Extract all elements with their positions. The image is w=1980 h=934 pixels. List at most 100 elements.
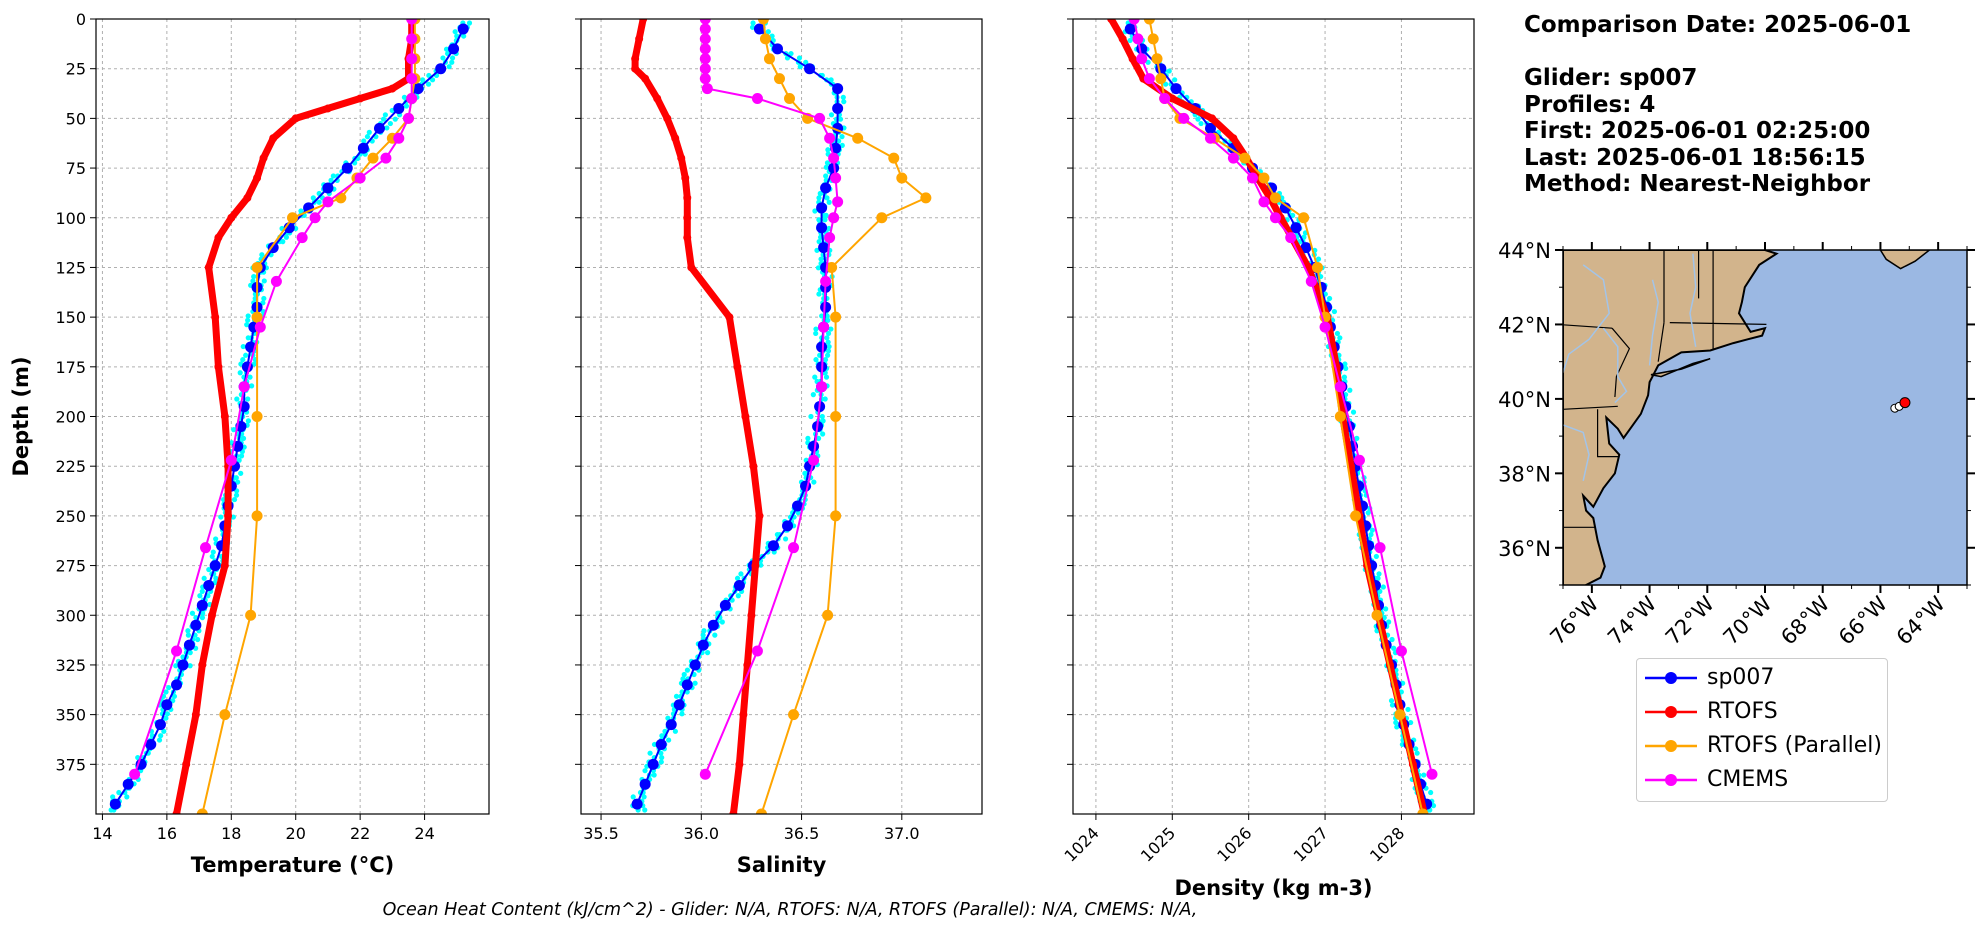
data-point (1168, 94, 1177, 103)
glider-point (443, 46, 450, 52)
lon-tick-label: 64°W (1892, 591, 1950, 649)
data-point (154, 719, 166, 731)
river (1563, 264, 1610, 374)
y-tick-label: 100 (55, 209, 86, 228)
data-point (725, 313, 734, 322)
plot-area (108, 19, 473, 814)
glider-point (237, 370, 243, 376)
glider-point (280, 239, 286, 245)
data-point (816, 341, 828, 353)
data-point (1204, 122, 1216, 134)
axes-frame (95, 18, 490, 815)
x-axis-label: Density (kg m-3) (1174, 876, 1372, 900)
glider-point (701, 628, 707, 634)
glider-point (403, 103, 410, 109)
data-point (1334, 411, 1346, 422)
data-point (200, 542, 212, 554)
glider-point (692, 680, 698, 686)
y-tick-label: 250 (55, 507, 86, 526)
data-point (1136, 43, 1148, 55)
glider-point (1198, 120, 1204, 127)
glider-point (837, 116, 844, 122)
data-point (209, 560, 221, 572)
glider-point (704, 650, 711, 656)
data-point (749, 462, 758, 471)
data-point (214, 362, 223, 371)
glider-point (808, 413, 814, 420)
data-point (763, 53, 775, 65)
glider-point (364, 134, 371, 140)
data-point (354, 172, 366, 184)
series-rtofs-parallel (1143, 19, 1429, 814)
data-point (631, 64, 640, 73)
glider-point (818, 256, 824, 262)
x-tick-label: 1028 (1366, 823, 1408, 865)
glider-point (233, 492, 240, 498)
glider-point (811, 479, 817, 485)
y-tick-label: 275 (55, 557, 86, 576)
data-point (251, 311, 263, 323)
glider-point (392, 116, 398, 122)
y-tick-label: 50 (66, 109, 86, 128)
data-point (753, 23, 765, 35)
glider-point (187, 663, 193, 669)
data-point (699, 63, 711, 75)
glider-point (330, 173, 336, 179)
glider-point (1428, 789, 1434, 796)
glider-point (819, 413, 825, 420)
x-tick-label: 20 (286, 824, 306, 843)
data-point (888, 152, 900, 164)
data-point (211, 313, 220, 322)
lon-tick-label: 68°W (1776, 591, 1834, 649)
data-point (182, 760, 191, 769)
series-cmems (129, 19, 418, 780)
glider-point (813, 357, 819, 363)
data-point (322, 182, 334, 194)
glider-point (401, 94, 408, 100)
glider-point (163, 689, 169, 695)
data-point (435, 63, 447, 75)
data-point (254, 321, 266, 333)
y-tick-label: 25 (66, 60, 86, 79)
glider-point (449, 55, 456, 61)
data-point (1155, 63, 1167, 75)
glider-point (1383, 606, 1389, 612)
glider-point (1386, 619, 1392, 625)
glider-point (1350, 409, 1357, 415)
data-point (683, 233, 692, 242)
glider-point (816, 239, 822, 245)
data-point (743, 660, 752, 669)
glider-point (380, 116, 387, 122)
series-cmems (1128, 19, 1438, 780)
data-point (1128, 19, 1140, 25)
legend-label: CMEMS (1707, 767, 1789, 792)
series-rtofs (631, 19, 764, 814)
glider-point (231, 496, 238, 503)
series-line (704, 19, 839, 776)
glider-point (658, 750, 664, 756)
glider-point (812, 374, 818, 380)
data-point (1319, 321, 1331, 333)
glider-point (825, 147, 831, 153)
glider-point (673, 693, 680, 699)
glider-point (261, 278, 267, 284)
data-point (1229, 134, 1238, 143)
data-point (759, 33, 771, 45)
data-point (631, 54, 640, 63)
glider-point (816, 195, 822, 201)
glider-point (782, 536, 789, 542)
glider-point (210, 549, 216, 555)
data-point (270, 275, 282, 287)
data-point (671, 134, 680, 143)
data-point (653, 94, 662, 103)
glider-point (209, 553, 215, 560)
axes-frame (1072, 18, 1475, 815)
data-point (227, 213, 236, 222)
data-point (1353, 454, 1365, 466)
glider-point (251, 273, 257, 280)
legend-label: RTOFS (Parallel) (1707, 733, 1882, 758)
state-border (1611, 327, 1631, 398)
glider-point (1337, 335, 1343, 341)
data-point (647, 758, 659, 770)
data-point (733, 362, 742, 371)
